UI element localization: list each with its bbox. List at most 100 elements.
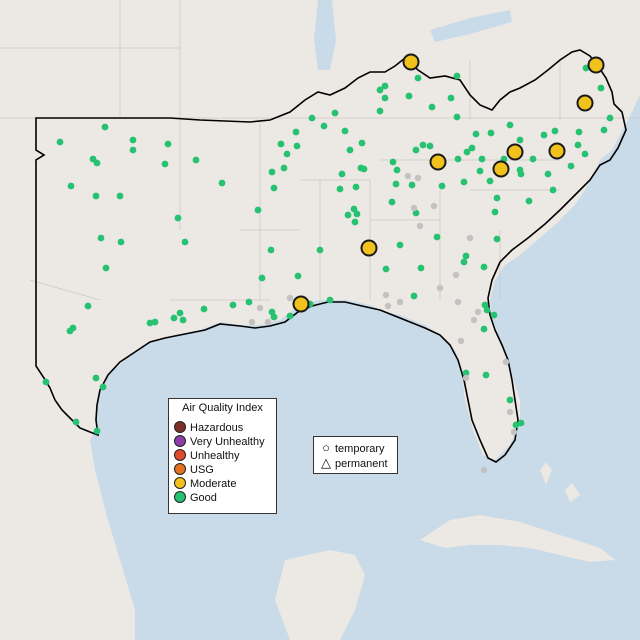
station-good-marker[interactable] [376, 86, 384, 94]
station-no-data-marker[interactable] [452, 271, 460, 279]
station-moderate-marker[interactable] [548, 142, 566, 160]
station-good-marker[interactable] [574, 141, 582, 149]
station-good-marker[interactable] [280, 164, 288, 172]
station-good-marker[interactable] [102, 264, 110, 272]
station-good-marker[interactable] [454, 155, 462, 163]
station-good-marker[interactable] [286, 312, 294, 320]
station-good-marker[interactable] [392, 180, 400, 188]
station-good-marker[interactable] [164, 140, 172, 148]
station-good-marker[interactable] [551, 127, 559, 135]
station-no-data-marker[interactable] [248, 318, 256, 326]
station-good-marker[interactable] [460, 258, 468, 266]
station-good-marker[interactable] [506, 121, 514, 129]
station-no-data-marker[interactable] [480, 466, 488, 474]
station-good-marker[interactable] [408, 181, 416, 189]
station-moderate-marker[interactable] [360, 239, 378, 257]
station-good-marker[interactable] [331, 109, 339, 117]
station-good-marker[interactable] [544, 170, 552, 178]
station-good-marker[interactable] [490, 311, 498, 319]
station-good-marker[interactable] [516, 136, 524, 144]
station-good-marker[interactable] [433, 233, 441, 241]
station-good-marker[interactable] [506, 396, 514, 404]
station-good-marker[interactable] [382, 265, 390, 273]
station-good-marker[interactable] [283, 150, 291, 158]
station-good-marker[interactable] [493, 194, 501, 202]
station-moderate-marker[interactable] [402, 53, 420, 71]
station-good-marker[interactable] [447, 94, 455, 102]
station-good-marker[interactable] [116, 192, 124, 200]
station-no-data-marker[interactable] [457, 337, 465, 345]
station-good-marker[interactable] [351, 218, 359, 226]
station-moderate-marker[interactable] [292, 295, 310, 313]
station-no-data-marker[interactable] [466, 234, 474, 242]
station-good-marker[interactable] [270, 184, 278, 192]
station-good-marker[interactable] [245, 298, 253, 306]
station-no-data-marker[interactable] [470, 316, 478, 324]
station-good-marker[interactable] [376, 107, 384, 115]
station-no-data-marker[interactable] [506, 408, 514, 416]
station-good-marker[interactable] [482, 371, 490, 379]
station-good-marker[interactable] [438, 182, 446, 190]
station-good-marker[interactable] [229, 301, 237, 309]
station-good-marker[interactable] [517, 419, 525, 427]
station-good-marker[interactable] [597, 84, 605, 92]
station-no-data-marker[interactable] [382, 291, 390, 299]
station-good-marker[interactable] [600, 126, 608, 134]
station-good-marker[interactable] [308, 114, 316, 122]
station-good-marker[interactable] [69, 324, 77, 332]
station-good-marker[interactable] [472, 130, 480, 138]
station-good-marker[interactable] [341, 127, 349, 135]
station-good-marker[interactable] [338, 170, 346, 178]
station-no-data-marker[interactable] [430, 202, 438, 210]
station-good-marker[interactable] [181, 238, 189, 246]
station-good-marker[interactable] [170, 314, 178, 322]
station-no-data-marker[interactable] [474, 308, 482, 316]
station-good-marker[interactable] [218, 179, 226, 187]
station-good-marker[interactable] [414, 74, 422, 82]
station-good-marker[interactable] [93, 159, 101, 167]
station-good-marker[interactable] [254, 206, 262, 214]
station-good-marker[interactable] [468, 144, 476, 152]
station-good-marker[interactable] [480, 325, 488, 333]
station-good-marker[interactable] [179, 316, 187, 324]
station-good-marker[interactable] [326, 296, 334, 304]
station-no-data-marker[interactable] [510, 428, 518, 436]
station-no-data-marker[interactable] [264, 318, 272, 326]
station-good-marker[interactable] [453, 113, 461, 121]
station-good-marker[interactable] [316, 246, 324, 254]
station-good-marker[interactable] [606, 114, 614, 122]
station-good-marker[interactable] [320, 122, 328, 130]
station-good-marker[interactable] [92, 192, 100, 200]
station-good-marker[interactable] [463, 148, 471, 156]
station-good-marker[interactable] [346, 146, 354, 154]
station-no-data-marker[interactable] [384, 302, 392, 310]
station-good-marker[interactable] [129, 136, 137, 144]
station-good-marker[interactable] [97, 234, 105, 242]
station-good-marker[interactable] [56, 138, 64, 146]
station-good-marker[interactable] [294, 272, 302, 280]
station-good-marker[interactable] [462, 252, 470, 260]
station-good-marker[interactable] [267, 246, 275, 254]
station-good-marker[interactable] [426, 142, 434, 150]
station-good-marker[interactable] [567, 162, 575, 170]
station-no-data-marker[interactable] [462, 374, 470, 382]
station-good-marker[interactable] [277, 140, 285, 148]
station-good-marker[interactable] [161, 160, 169, 168]
station-good-marker[interactable] [117, 238, 125, 246]
station-moderate-marker[interactable] [587, 56, 605, 74]
station-good-marker[interactable] [336, 185, 344, 193]
station-good-marker[interactable] [486, 177, 494, 185]
station-no-data-marker[interactable] [410, 204, 418, 212]
station-good-marker[interactable] [410, 292, 418, 300]
station-good-marker[interactable] [462, 369, 470, 377]
station-good-marker[interactable] [293, 142, 301, 150]
station-good-marker[interactable] [42, 378, 50, 386]
station-good-marker[interactable] [268, 168, 276, 176]
station-good-marker[interactable] [575, 128, 583, 136]
station-good-marker[interactable] [174, 214, 182, 222]
station-good-marker[interactable] [200, 305, 208, 313]
station-good-marker[interactable] [84, 302, 92, 310]
station-good-marker[interactable] [352, 183, 360, 191]
